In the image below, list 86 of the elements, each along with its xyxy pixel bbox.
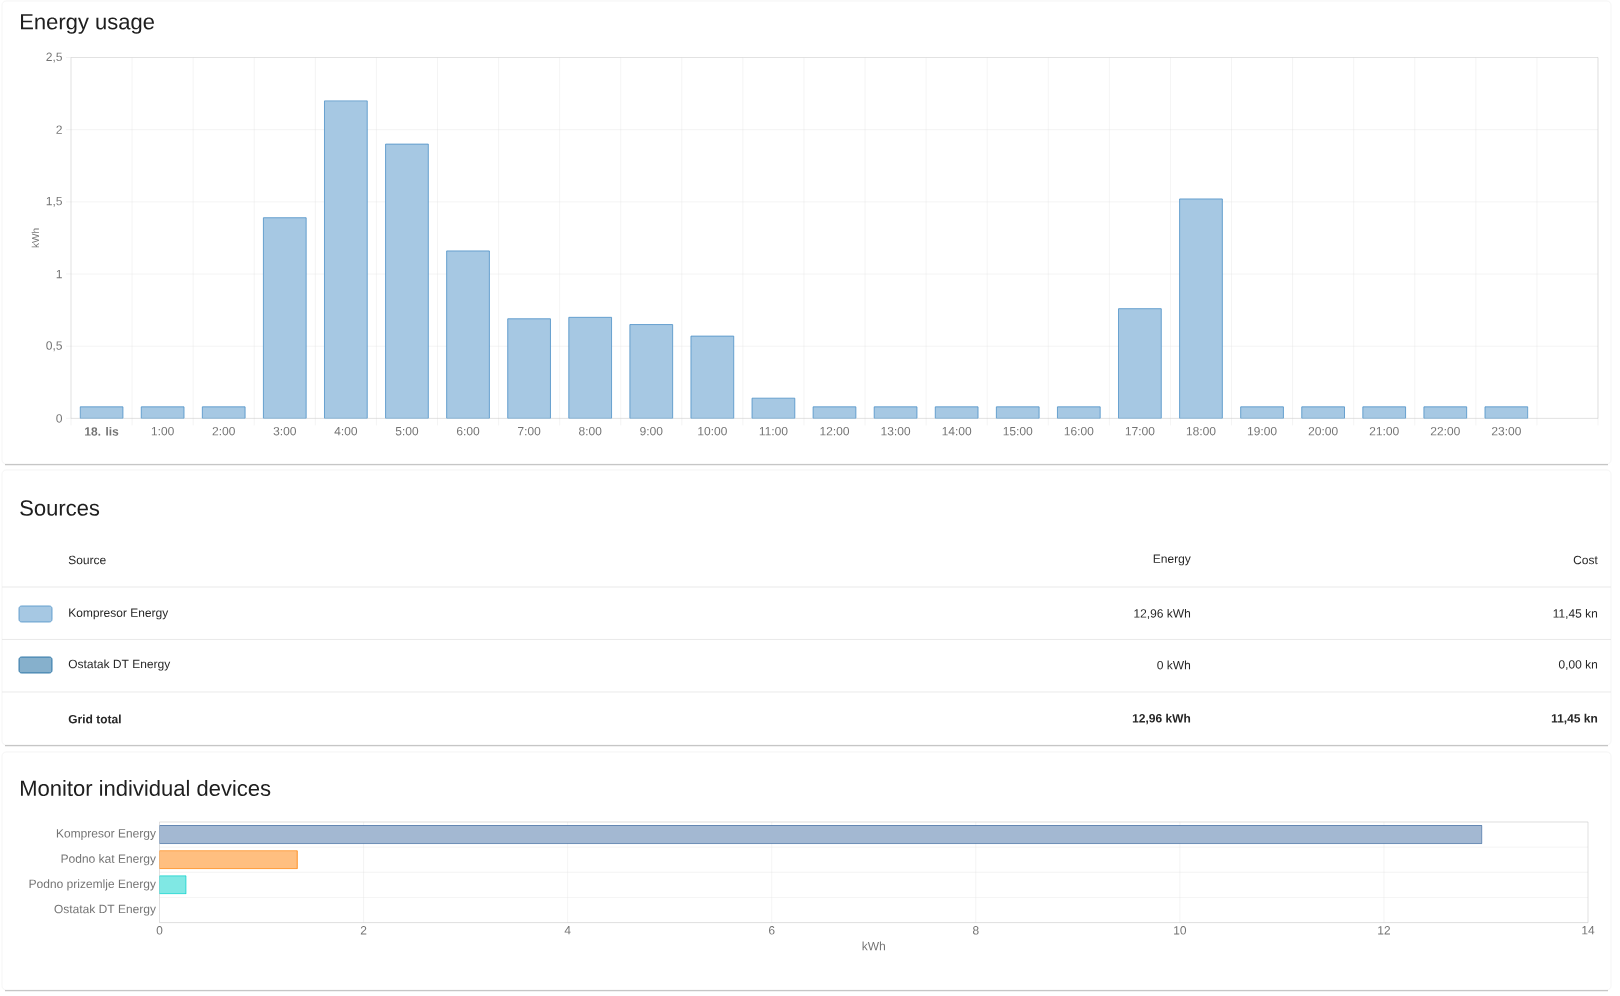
bar [568, 316, 612, 419]
x-tick-label: 5:00 [395, 426, 419, 436]
bar [159, 825, 1483, 845]
x-tick-label: 10 [1174, 926, 1187, 935]
text: Sources [20, 500, 100, 516]
x-tick-label: 9:00 [640, 426, 663, 436]
x-tick-label: 13:00 [881, 426, 911, 436]
y-tick-label: 0,5 [46, 341, 62, 352]
text: 11,45 kn [1551, 713, 1598, 725]
x-tick-label: 6:00 [456, 426, 480, 436]
y-tick-label: Podno prizemlje Energy [29, 879, 156, 891]
y-tick-label: Kompresor Energy [56, 829, 156, 840]
category-label: Kompresor Energy [69, 608, 169, 620]
bar [385, 143, 429, 419]
text: Cost [1573, 555, 1598, 565]
x-tick-label: 15:00 [1003, 426, 1033, 436]
bar [263, 217, 307, 419]
text: Source [68, 555, 106, 565]
text: Energy [1153, 554, 1191, 566]
y-tick-label: 2,5 [46, 52, 62, 63]
x-tick-label: 11:00 [759, 426, 788, 436]
text: Grid total [68, 714, 121, 724]
x-tick-label: 6 [769, 926, 775, 935]
y-tick-label: 2 [56, 125, 62, 134]
x-tick-label: 14:00 [942, 426, 972, 436]
y-tick-label: 1 [56, 269, 62, 279]
text: 12,96 kWh [1134, 608, 1191, 620]
x-tick-label: 18. lis [85, 426, 119, 436]
x-tick-label: 21:00 [1369, 426, 1399, 436]
bar [1240, 406, 1284, 419]
x-tick-label: 12 [1378, 926, 1390, 935]
x-tick-label: 19:00 [1247, 426, 1277, 436]
bar [1301, 406, 1345, 419]
x-tick-label: 7:00 [518, 426, 541, 436]
bar [934, 406, 979, 419]
x-tick-label: 2:00 [212, 426, 235, 436]
bar [873, 406, 918, 419]
bar [446, 250, 490, 419]
y-tick-label: 0 [56, 414, 63, 423]
bar [159, 875, 187, 895]
category-label: Ostatak DT Energy [68, 659, 171, 671]
text: 0,00 kn [1558, 659, 1598, 671]
x-tick-label: 20:00 [1308, 426, 1338, 436]
x-tick-label: 0 [156, 926, 163, 935]
bar [1423, 406, 1468, 419]
bar [629, 324, 674, 419]
x-tick-label: 8:00 [579, 426, 602, 436]
x-axis-title: kWh [862, 941, 885, 951]
x-tick-label: 23:00 [1491, 426, 1521, 436]
bar [507, 318, 551, 419]
chart-title: Monitor individual devices [21, 779, 271, 797]
bar [751, 397, 796, 419]
bar [201, 406, 246, 419]
x-tick-label: 12:00 [820, 426, 850, 436]
bar [1179, 198, 1223, 419]
text: 12,96 kWh [1132, 713, 1191, 725]
y-axis-title: kWh [31, 228, 39, 248]
x-tick-label: 16:00 [1064, 426, 1094, 436]
x-tick-label: 1:00 [151, 426, 174, 436]
bar [995, 406, 1040, 419]
x-tick-label: 4 [564, 926, 571, 935]
x-tick-label: 10:00 [698, 426, 727, 436]
chart-title: Energy usage [21, 14, 154, 34]
bar [140, 406, 185, 419]
x-tick-label: 2 [360, 926, 367, 935]
text: 0 kWh [1157, 660, 1191, 670]
bar [1118, 308, 1162, 419]
bar [812, 406, 857, 419]
x-tick-label: 14 [1582, 926, 1595, 935]
bar [1484, 406, 1529, 419]
bar [1057, 406, 1101, 419]
bar [690, 335, 735, 419]
x-tick-label: 18:00 [1186, 426, 1216, 436]
x-tick-label: 17:00 [1125, 426, 1155, 436]
x-tick-label: 22:00 [1430, 426, 1460, 436]
bar [159, 850, 298, 870]
x-tick-label: 4:00 [334, 426, 358, 436]
x-tick-label: 3:00 [273, 426, 296, 436]
text: 11,45 kn [1553, 608, 1598, 620]
x-tick-label: 8 [972, 926, 979, 935]
y-tick-label: 1,5 [46, 196, 62, 207]
bar [1362, 406, 1406, 419]
bar [324, 100, 368, 419]
y-tick-label: Ostatak DT Energy [54, 904, 156, 916]
bar [79, 406, 124, 419]
y-tick-label: Podno kat Energy [61, 854, 156, 866]
